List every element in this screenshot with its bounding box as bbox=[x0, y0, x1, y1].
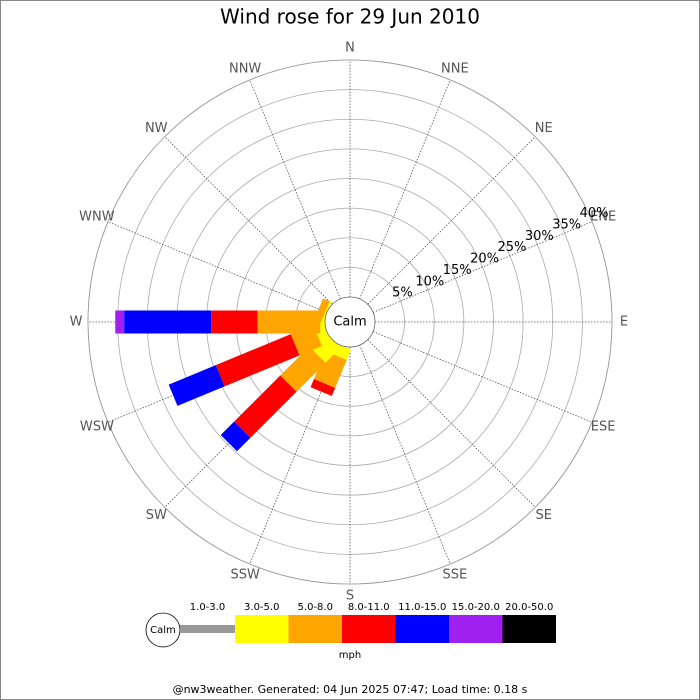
r-tick-label: 5% bbox=[392, 286, 413, 301]
bar-segment bbox=[320, 301, 332, 324]
bar-segment bbox=[257, 310, 321, 334]
calm-label: Calm bbox=[333, 315, 366, 330]
direction-label: W bbox=[70, 315, 83, 330]
direction-label: NNE bbox=[441, 61, 469, 76]
bar-segment bbox=[220, 421, 251, 452]
direction-bar bbox=[115, 310, 325, 334]
direction-label: WNW bbox=[79, 210, 115, 225]
direction-label: SW bbox=[146, 508, 167, 523]
bar-segment bbox=[115, 310, 125, 334]
direction-label: SSW bbox=[230, 568, 260, 583]
r-tick-label: 40% bbox=[580, 206, 609, 221]
bar-segment bbox=[124, 310, 212, 334]
direction-label: SE bbox=[536, 508, 552, 523]
legend-label: 8.0-11.0 bbox=[348, 602, 390, 613]
legend-swatch bbox=[342, 615, 396, 643]
legend-label: 15.0-20.0 bbox=[452, 602, 500, 613]
legend-label: 1.0-3.0 bbox=[190, 602, 225, 613]
legend-swatch bbox=[180, 625, 235, 633]
spoke bbox=[107, 221, 328, 313]
spoke bbox=[367, 136, 536, 305]
direction-label: SSE bbox=[442, 568, 467, 583]
direction-bar bbox=[220, 331, 341, 452]
direction-label: ENE bbox=[590, 210, 616, 225]
spoke bbox=[359, 344, 451, 565]
legend-swatch bbox=[288, 615, 342, 643]
legend-swatch bbox=[449, 615, 503, 643]
bars bbox=[115, 298, 352, 452]
r-tick-label: 15% bbox=[443, 263, 472, 278]
bar-segment bbox=[211, 310, 258, 334]
legend-swatch bbox=[395, 615, 449, 643]
bar-segment bbox=[168, 365, 225, 406]
bar-segment bbox=[280, 346, 326, 392]
direction-label: WSW bbox=[80, 419, 114, 434]
footer: @nw3weather. Generated: 04 Jun 2025 07:4… bbox=[173, 683, 528, 696]
legend-label: 11.0-15.0 bbox=[398, 602, 446, 613]
bar-segment bbox=[234, 375, 297, 438]
legend-swatch bbox=[502, 615, 556, 643]
spoke bbox=[367, 339, 536, 508]
legend-label: 5.0-8.0 bbox=[298, 602, 333, 613]
r-tick-label: 30% bbox=[525, 229, 554, 244]
direction-bar bbox=[314, 298, 332, 324]
bar-segment bbox=[314, 298, 330, 323]
direction-label: NNW bbox=[229, 61, 261, 76]
direction-label: NE bbox=[535, 121, 553, 136]
chart-title: Wind rose for 29 Jun 2010 bbox=[220, 5, 480, 29]
direction-label: ESE bbox=[591, 419, 616, 434]
r-tick-label: 10% bbox=[415, 274, 444, 289]
direction-label: E bbox=[620, 315, 628, 330]
bar-segment bbox=[215, 334, 300, 387]
spoke bbox=[249, 79, 341, 300]
outer-ring bbox=[87, 59, 613, 585]
direction-label: S bbox=[346, 589, 354, 604]
direction-label: N bbox=[345, 41, 355, 56]
spoke bbox=[372, 221, 593, 313]
legend-calm-label: Calm bbox=[150, 625, 176, 636]
spoke bbox=[359, 79, 451, 300]
calm-circle bbox=[324, 296, 376, 348]
r-tick-label: 35% bbox=[552, 218, 581, 233]
bar-segment bbox=[310, 379, 336, 397]
legend-label: 3.0-5.0 bbox=[244, 602, 279, 613]
direction-label: NW bbox=[145, 121, 168, 136]
r-tick-label: 25% bbox=[497, 240, 526, 255]
legend-swatch bbox=[235, 615, 289, 643]
r-tick-label: 20% bbox=[470, 252, 499, 267]
spoke bbox=[372, 331, 593, 423]
legend-label: 20.0-50.0 bbox=[505, 602, 553, 613]
spoke bbox=[164, 136, 333, 305]
units-label: mph bbox=[339, 650, 361, 661]
